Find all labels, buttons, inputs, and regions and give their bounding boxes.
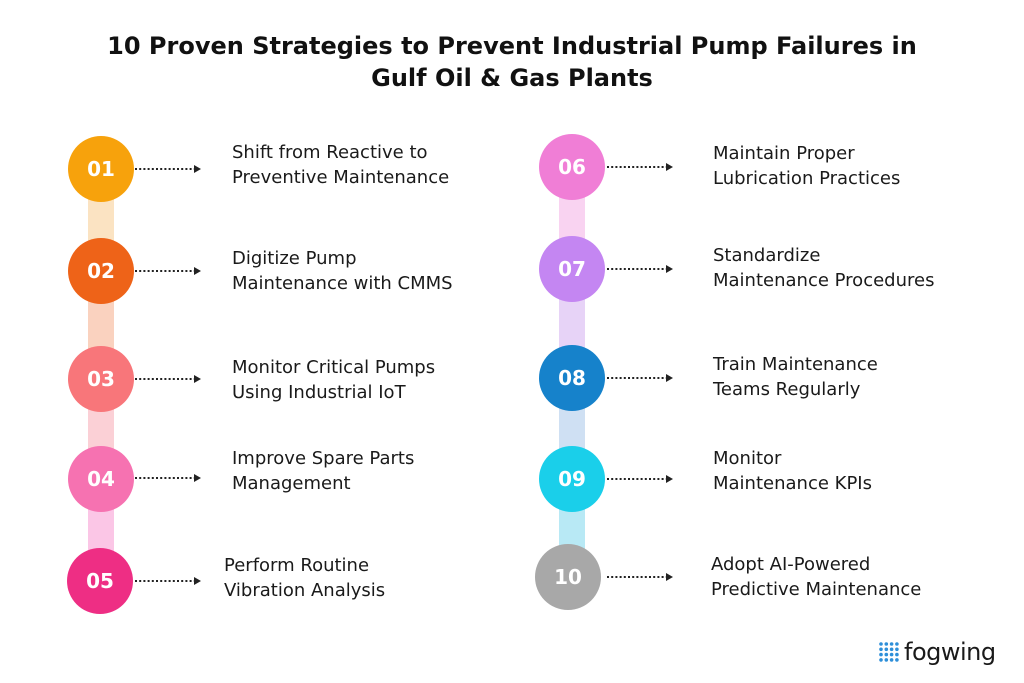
step-number-badge: 02 — [68, 238, 134, 304]
step-number-badge: 08 — [539, 345, 605, 411]
step-label: Digitize Pump Maintenance with CMMS — [232, 248, 453, 294]
dotted-arrow-icon — [606, 264, 674, 274]
step-label: Monitor Maintenance KPIs — [713, 448, 872, 494]
dotted-arrow-icon — [134, 164, 202, 174]
dotted-arrow-icon — [134, 374, 202, 384]
connector-track — [88, 298, 114, 354]
step-number-badge: 09 — [539, 446, 605, 512]
dotted-arrow-icon — [134, 576, 202, 586]
dotted-arrow-icon — [134, 266, 202, 276]
connector-track — [559, 297, 585, 349]
step-label: Maintain Proper Lubrication Practices — [713, 143, 901, 189]
brand-name: fogwing — [904, 638, 996, 666]
step-label: Improve Spare Parts Management — [232, 448, 415, 494]
page-title: 10 Proven Strategies to Prevent Industri… — [0, 30, 1024, 94]
step-label: Adopt AI-Powered Predictive Maintenance — [711, 554, 922, 600]
dotted-arrow-icon — [606, 572, 674, 582]
step-number-badge: 04 — [68, 446, 134, 512]
dot-grid-icon — [879, 642, 899, 662]
connector-track — [559, 405, 585, 453]
step-label: Train Maintenance Teams Regularly — [713, 354, 878, 400]
step-number-badge: 03 — [68, 346, 134, 412]
step-label: Monitor Critical Pumps Using Industrial … — [232, 357, 436, 403]
step-number-badge: 01 — [68, 136, 134, 202]
step-number-badge: 05 — [67, 548, 133, 614]
dotted-arrow-icon — [606, 162, 674, 172]
dotted-arrow-icon — [606, 474, 674, 484]
page-title-line-2: Gulf Oil & Gas Plants — [371, 64, 653, 92]
step-label: Shift from Reactive to Preventive Mainte… — [232, 142, 450, 188]
brand-logo: fogwing — [878, 638, 996, 666]
dotted-arrow-icon — [606, 373, 674, 383]
step-label: Standardize Maintenance Procedures — [713, 245, 935, 291]
step-number-badge: 06 — [539, 134, 605, 200]
step-label: Perform Routine Vibration Analysis — [224, 555, 386, 601]
step-number-badge: 10 — [535, 544, 601, 610]
connector-track — [88, 196, 114, 246]
page-title-line-1: 10 Proven Strategies to Prevent Industri… — [107, 32, 917, 60]
dotted-arrow-icon — [134, 473, 202, 483]
step-number-badge: 07 — [539, 236, 605, 302]
